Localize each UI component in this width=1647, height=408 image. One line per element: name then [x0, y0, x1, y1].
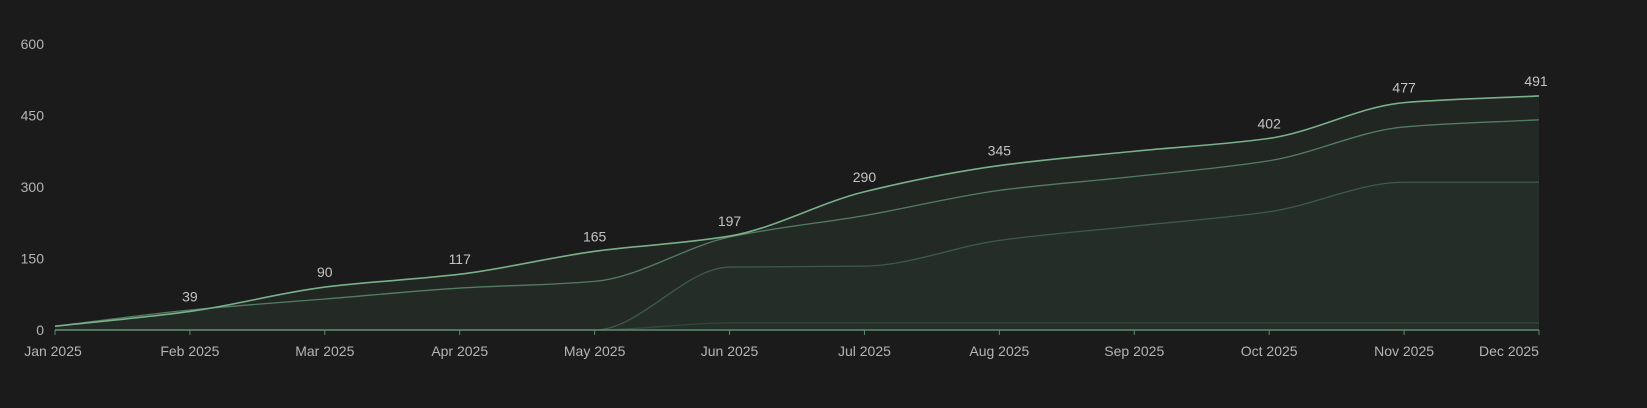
- x-tick-label: Mar 2025: [295, 343, 354, 359]
- data-label: 491: [1524, 73, 1548, 89]
- series-3-line: [54, 95, 1540, 327]
- data-label: 197: [718, 213, 742, 229]
- x-tick-label: Dec 2025: [1479, 343, 1539, 359]
- area-layer: [55, 95, 1539, 331]
- x-tick-label: Jan 2025: [24, 343, 82, 359]
- data-label: 477: [1392, 80, 1416, 96]
- series-3-area: [55, 95, 1539, 331]
- x-tick-label: Feb 2025: [160, 343, 219, 359]
- series-1-area: [55, 182, 1539, 330]
- y-tick-label: 600: [21, 36, 45, 52]
- x-tick-label: Jun 2025: [701, 343, 759, 359]
- data-label: 117: [449, 251, 472, 267]
- data-label: 402: [1258, 115, 1282, 131]
- axis-layer: Jan 2025 Feb 2025 Mar 2025 Apr 2025 May 2025…: [21, 36, 1540, 359]
- series-2-area: [55, 119, 1539, 330]
- y-tick-label: 0: [36, 322, 44, 338]
- x-tick-label: Nov 2025: [1374, 343, 1434, 359]
- x-tick-label: Oct 2025: [1241, 343, 1298, 359]
- data-label: 290: [853, 169, 877, 185]
- x-tick-label: May 2025: [564, 343, 626, 359]
- data-label: 165: [583, 228, 607, 244]
- data-label: 90: [317, 264, 333, 280]
- y-tick-label: 150: [21, 251, 45, 267]
- data-label-layer: 39 90 117 165 197 290 345 402 477 491: [182, 73, 1548, 304]
- series-2-line: [54, 119, 1540, 327]
- x-tick-label: Aug 2025: [969, 343, 1029, 359]
- x-tick-label: Sep 2025: [1104, 343, 1164, 359]
- x-tick-label: Apr 2025: [431, 343, 488, 359]
- y-tick-label: 450: [21, 108, 45, 124]
- data-label: 39: [182, 288, 198, 304]
- series-0-area: [55, 322, 1539, 330]
- y-tick-label: 300: [21, 179, 45, 195]
- data-label: 345: [988, 143, 1012, 159]
- x-tick-label: Jul 2025: [838, 343, 891, 359]
